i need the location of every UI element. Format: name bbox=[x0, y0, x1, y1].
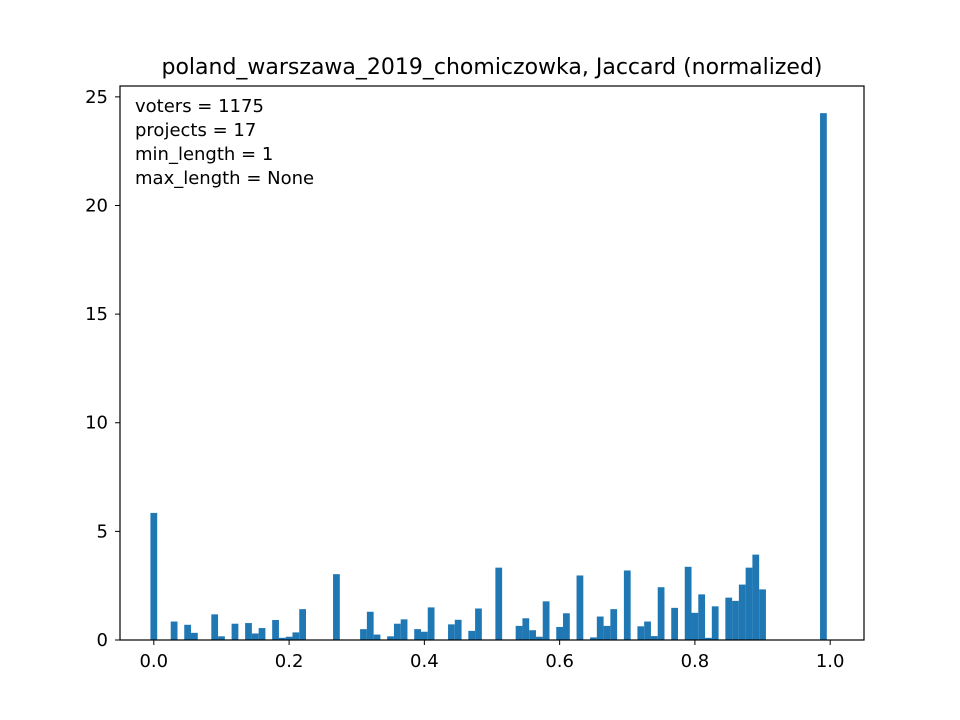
histogram-bar bbox=[705, 637, 712, 640]
y-axis: 0 5 10 15 20 25 bbox=[85, 87, 120, 651]
histogram-bar bbox=[515, 625, 523, 640]
histogram-bar bbox=[745, 567, 753, 640]
histogram-bar bbox=[454, 619, 462, 640]
x-tick-label: 0.8 bbox=[681, 651, 710, 672]
histogram-bar bbox=[251, 633, 259, 640]
histogram-bar bbox=[387, 636, 394, 640]
x-axis: 0.0 0.2 0.4 0.6 0.8 1.0 bbox=[139, 640, 845, 672]
histogram-bar bbox=[366, 611, 374, 640]
histogram-bar bbox=[278, 637, 286, 640]
x-tick-label: 0.2 bbox=[275, 651, 304, 672]
y-tick-label: 5 bbox=[97, 521, 108, 542]
histogram-bar bbox=[272, 620, 279, 640]
histogram-bar bbox=[495, 567, 503, 640]
histogram-bar bbox=[360, 629, 367, 640]
histogram-bar bbox=[759, 589, 766, 640]
annotation-voters: voters = 1175 bbox=[135, 96, 264, 117]
histogram-bar bbox=[637, 626, 645, 640]
histogram-bar bbox=[657, 587, 665, 640]
histogram-bar bbox=[184, 624, 192, 640]
y-tick-label: 0 bbox=[97, 630, 108, 651]
histogram-bar bbox=[563, 613, 570, 640]
histogram-bar bbox=[245, 623, 252, 640]
histogram-bar bbox=[420, 631, 428, 640]
x-tick-label: 0.0 bbox=[139, 651, 168, 672]
y-tick-label: 20 bbox=[85, 195, 108, 216]
histogram-bar bbox=[542, 601, 550, 640]
y-tick-label: 25 bbox=[85, 87, 108, 108]
stats-annotation: voters = 1175 projects = 17 min_length =… bbox=[135, 96, 314, 189]
histogram-bar bbox=[448, 624, 455, 640]
histogram-bar bbox=[292, 632, 300, 640]
histogram-bar bbox=[820, 113, 827, 640]
histogram-bar bbox=[623, 570, 631, 640]
histogram-bar bbox=[698, 594, 706, 640]
histogram-bar bbox=[170, 621, 178, 640]
chart-title: poland_warszawa_2019_chomiczowka, Jaccar… bbox=[161, 55, 822, 80]
histogram-bar bbox=[285, 636, 293, 640]
histogram-bar bbox=[218, 636, 225, 640]
histogram-bar bbox=[522, 618, 530, 640]
histogram-bar bbox=[691, 612, 699, 640]
annotation-projects: projects = 17 bbox=[135, 120, 256, 141]
histogram-bar bbox=[468, 630, 476, 640]
x-tick-label: 1.0 bbox=[816, 651, 845, 672]
histogram-bar bbox=[475, 608, 482, 640]
histogram-bar bbox=[529, 630, 536, 640]
histogram-bar bbox=[576, 575, 584, 640]
histogram-bar bbox=[752, 554, 760, 640]
histogram-bar bbox=[414, 629, 421, 640]
y-tick-label: 10 bbox=[85, 413, 108, 434]
histogram-bar bbox=[556, 626, 564, 640]
histogram-bar bbox=[596, 616, 604, 640]
x-tick-label: 0.6 bbox=[545, 651, 574, 672]
histogram-bar bbox=[333, 574, 340, 640]
histogram-bar bbox=[738, 584, 746, 640]
histogram-bar bbox=[644, 621, 651, 640]
histogram-bar bbox=[650, 636, 658, 640]
x-tick-label: 0.4 bbox=[410, 651, 439, 672]
histogram-bar bbox=[393, 623, 401, 640]
histogram-bar bbox=[400, 619, 408, 640]
bars-group bbox=[150, 113, 827, 640]
histogram-bar bbox=[427, 607, 435, 640]
histogram-bar bbox=[299, 609, 306, 640]
histogram-bar bbox=[231, 623, 239, 640]
histogram-bar bbox=[373, 634, 381, 640]
histogram-bar bbox=[211, 614, 219, 640]
histogram-bar bbox=[535, 636, 543, 640]
histogram-bar bbox=[590, 637, 597, 640]
annotation-min-length: min_length = 1 bbox=[135, 144, 273, 165]
histogram-bar bbox=[671, 607, 678, 640]
histogram-bar bbox=[732, 600, 739, 640]
histogram-bar bbox=[610, 609, 618, 640]
plot-frame bbox=[119, 85, 865, 641]
histogram-bar bbox=[725, 597, 733, 640]
y-tick-label: 15 bbox=[85, 304, 108, 325]
histogram-bar bbox=[711, 606, 719, 640]
histogram-bar bbox=[191, 632, 198, 640]
annotation-max-length: max_length = None bbox=[135, 168, 314, 189]
histogram-bar bbox=[150, 512, 158, 640]
histogram-bar bbox=[258, 628, 266, 640]
histogram-bar bbox=[684, 566, 692, 640]
histogram-bar bbox=[603, 625, 611, 640]
